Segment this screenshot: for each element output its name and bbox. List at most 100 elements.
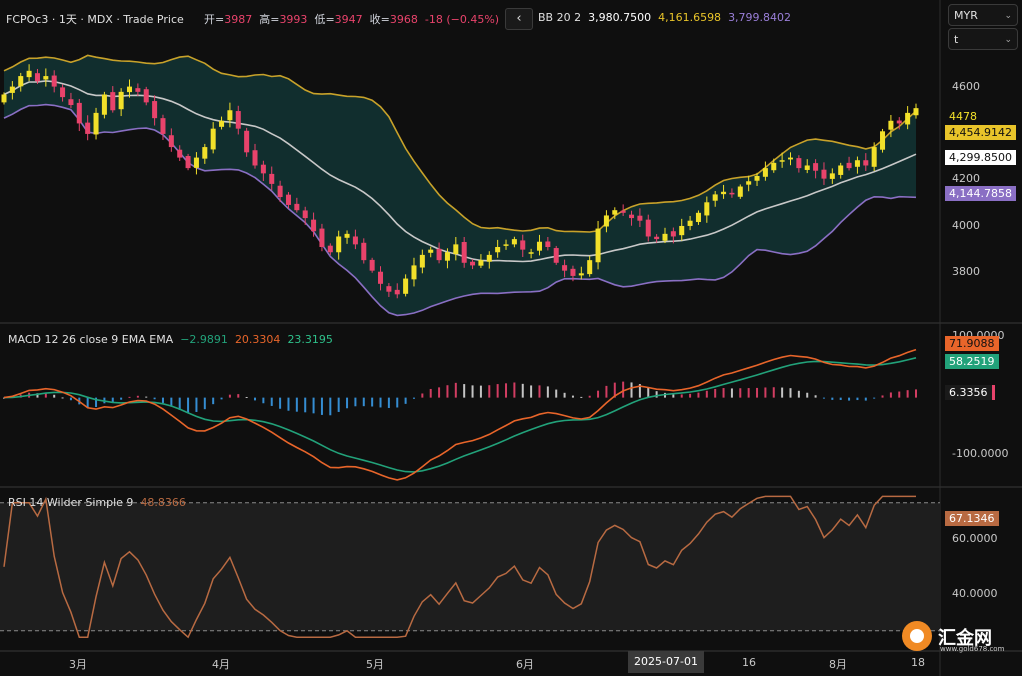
macd-histogram-bar — [580, 396, 583, 398]
candle-body — [361, 242, 367, 261]
macd-histogram-bar — [538, 385, 541, 398]
candle-body — [486, 254, 492, 262]
macd-histogram-bar — [61, 397, 64, 399]
candle-body — [511, 239, 517, 245]
unit-value: t — [954, 33, 959, 46]
candle-body — [369, 259, 375, 271]
candle-body — [101, 94, 107, 115]
rsi-label: RSI 14 Wilder Simple 9 — [8, 496, 134, 509]
crosshair-date-label: 2025-07-01 — [628, 651, 704, 673]
candle-body — [386, 286, 392, 292]
macd-histogram-bar — [488, 385, 491, 398]
macd-tag: 71.9088 — [945, 336, 999, 351]
candle-body — [603, 215, 609, 227]
candle-body — [746, 181, 752, 185]
macd-label: MACD 12 26 close 9 EMA EMA — [8, 333, 174, 346]
macd-histogram-bar — [730, 388, 733, 398]
bb-upper-value: 4,161.6598 — [658, 11, 722, 24]
watermark-title: 汇金网 — [938, 628, 992, 649]
macd-histogram-bar — [187, 397, 190, 413]
macd-histogram-bar — [3, 397, 5, 399]
macd-histogram-bar — [279, 397, 282, 409]
candle-body — [428, 249, 434, 253]
candle-body — [227, 110, 233, 121]
macd-histogram-bar — [496, 384, 499, 398]
candle-body — [704, 202, 710, 216]
ohlc-readout: 开=3987 高=3993 低=3947 收=3968 -18 (−0.45%) — [204, 13, 500, 26]
macd-histogram-bar — [747, 388, 750, 398]
candle-body — [76, 102, 82, 124]
macd-histogram-bar — [463, 384, 466, 398]
candle-body — [662, 233, 668, 241]
bb-lower-value: 3,799.8402 — [728, 11, 792, 24]
macd-histogram-bar — [848, 397, 851, 401]
candle-body — [846, 162, 852, 169]
macd-histogram-bar — [245, 396, 248, 398]
macd-histogram-bar — [53, 394, 56, 398]
macd-histogram-bar — [371, 397, 374, 407]
currency-select[interactable]: MYR ⌄ — [948, 4, 1018, 26]
open-value: 3987 — [224, 13, 253, 26]
macd-histogram-bar — [471, 385, 474, 398]
logo-icon — [902, 621, 932, 651]
macd-histogram-bar — [220, 397, 223, 400]
macd-histogram-bar — [354, 397, 357, 407]
bb-upper-tag: 4,454.9142 — [945, 125, 1016, 140]
low-value: 3947 — [334, 13, 363, 26]
candle-body — [244, 130, 250, 153]
candle-body — [269, 173, 275, 184]
price-tick: 4600 — [952, 80, 980, 93]
candle-body — [327, 245, 333, 253]
high-value: 3993 — [279, 13, 308, 26]
candle-body — [712, 194, 718, 201]
chevron-down-icon: ⌄ — [1004, 35, 1012, 45]
candle-body — [804, 165, 810, 170]
candle-body — [629, 214, 635, 219]
candle-body — [838, 165, 844, 175]
candle-body — [403, 278, 409, 294]
high-label: 高 — [259, 13, 271, 26]
symbol-label: FCPOc3 · 1天 · MDX · Trade Price — [6, 13, 184, 26]
candle-body — [913, 108, 919, 116]
candle-body — [495, 247, 501, 253]
rsi-tick: 40.0000 — [952, 587, 998, 600]
chevron-left-icon[interactable]: ‹ — [505, 8, 533, 30]
candle-body — [813, 163, 819, 171]
macd-histogram-bar — [454, 382, 457, 398]
unit-select[interactable]: t ⌄ — [948, 28, 1018, 50]
macd-histogram-bar — [404, 397, 407, 404]
candle-body — [687, 220, 693, 226]
candle-body — [645, 219, 651, 237]
candle-body — [126, 86, 133, 93]
macd-histogram-bar — [605, 385, 608, 398]
candle-body — [160, 118, 166, 134]
macd-histogram-bar — [647, 387, 650, 398]
macd-signal-line — [3, 357, 917, 473]
macd-histogram-bar — [212, 397, 215, 405]
candle-body — [536, 241, 542, 251]
macd-histogram-bar — [44, 393, 47, 398]
candle-body — [60, 87, 66, 98]
candle-body — [110, 92, 116, 111]
macd-histogram-bar — [789, 388, 792, 398]
candle-body — [1, 94, 7, 103]
candle-body — [85, 122, 91, 134]
macd-hist-value: −2.9891 — [180, 333, 228, 346]
hist-tag: 6.3356 — [945, 385, 995, 400]
bb-basis-value: 3,980.7500 — [588, 11, 652, 24]
macd-histogram-bar — [387, 397, 390, 408]
candle-body — [344, 233, 350, 238]
macd-histogram-bar — [153, 397, 156, 400]
macd-histogram-bar — [864, 397, 867, 401]
macd-histogram-bar — [689, 393, 692, 398]
candle-body — [9, 86, 15, 93]
macd-value: 20.3304 — [234, 333, 281, 346]
candle-body — [871, 147, 877, 167]
macd-histogram-bar — [839, 397, 842, 400]
candle-body — [352, 236, 358, 245]
candle-body — [461, 242, 467, 263]
macd-histogram-bar — [697, 392, 700, 398]
macd-histogram-bar — [120, 397, 123, 400]
candle-body — [779, 160, 785, 162]
